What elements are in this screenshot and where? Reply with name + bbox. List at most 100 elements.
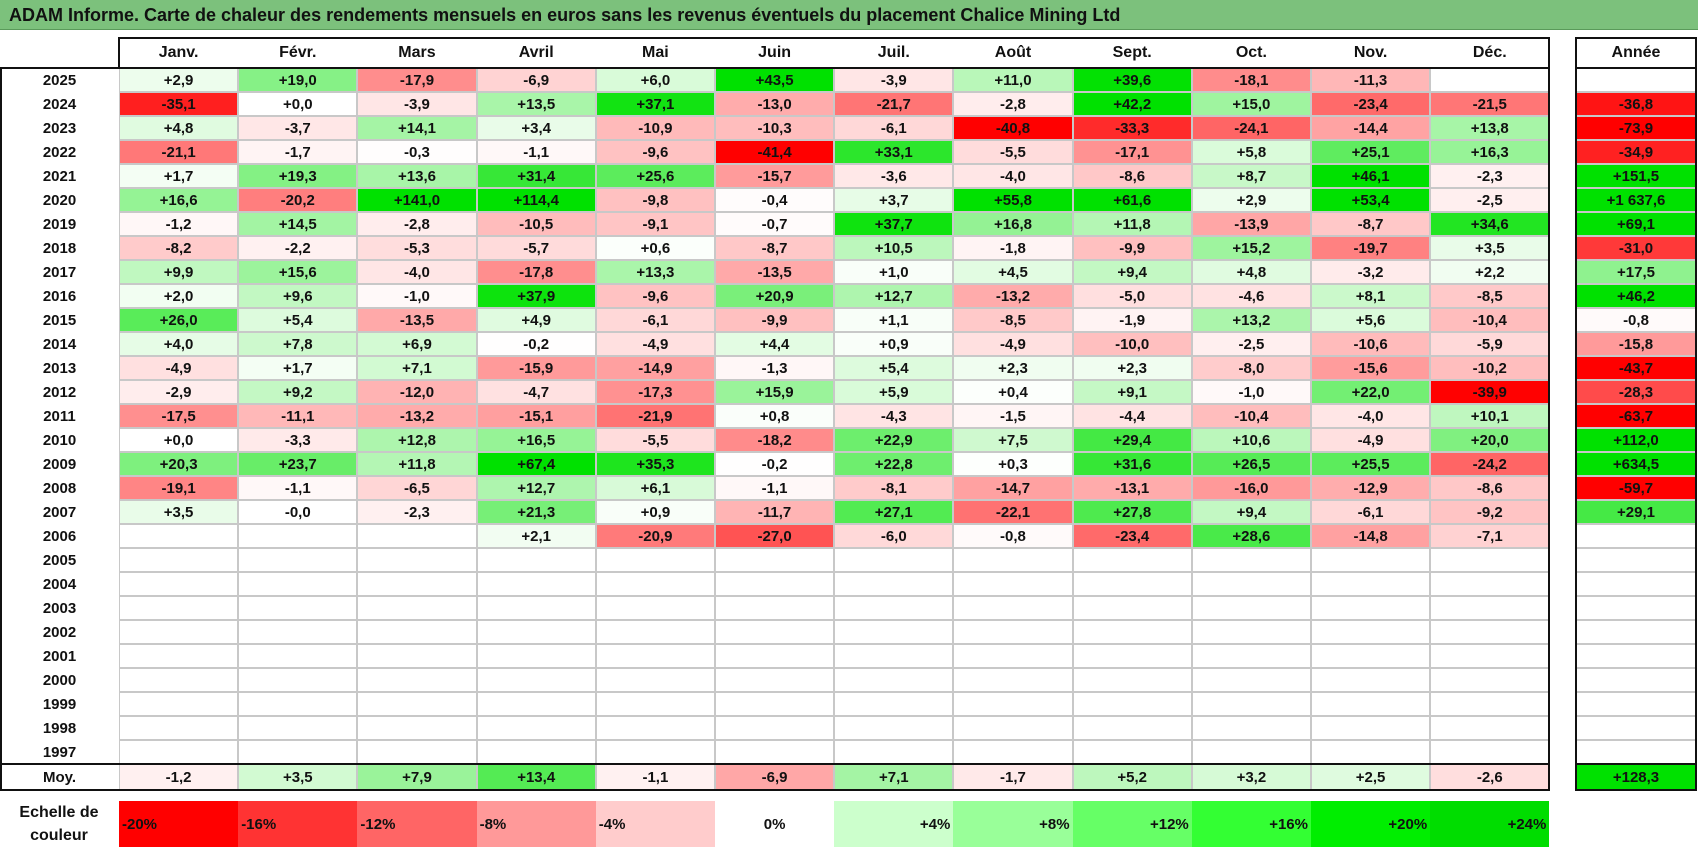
heat-cell: -8,6: [1430, 476, 1550, 500]
heat-cell: +20,0: [1430, 428, 1550, 452]
heat-cell: +2,3: [1072, 356, 1192, 380]
heat-cell: -5,3: [357, 236, 477, 260]
heat-cell: [357, 596, 477, 620]
heat-cell: -41,4: [715, 140, 835, 164]
heat-cell: [953, 740, 1073, 764]
heat-cell: +7,1: [357, 356, 477, 380]
heat-cell: +10,5: [834, 236, 954, 260]
heat-cell: -17,5: [119, 404, 239, 428]
heat-cell: -5,7: [476, 236, 596, 260]
heat-cell: -6,9: [476, 68, 596, 92]
heat-cell: -15,6: [1311, 356, 1431, 380]
heat-cell: -6,5: [357, 476, 477, 500]
year-label: 2010: [42, 431, 77, 449]
heat-cell: [476, 716, 596, 740]
heat-cell: [1072, 644, 1192, 668]
heat-cell: +15,0: [1191, 92, 1311, 116]
heat-cell: +2,9: [1191, 188, 1311, 212]
heat-cell: [834, 548, 954, 572]
heat-cell: [595, 716, 715, 740]
year-label: 2005: [42, 551, 77, 569]
heat-cell: -11,7: [715, 500, 835, 524]
scale-label: Echelle de couleur: [19, 804, 99, 844]
heat-cell: -3,9: [357, 92, 477, 116]
heat-cell: -1,7: [238, 140, 358, 164]
year-label: 2015: [42, 311, 77, 329]
heat-cell: [834, 572, 954, 596]
heat-cell: -24,2: [1430, 452, 1550, 476]
heat-cell: -13,5: [357, 308, 477, 332]
annual-cell: [1576, 620, 1696, 644]
heat-cell: -5,5: [595, 428, 715, 452]
heat-cell: [1430, 716, 1550, 740]
heat-cell: -4,9: [595, 332, 715, 356]
annual-cell: -28,3: [1576, 380, 1696, 404]
year-label: 2025: [42, 71, 77, 89]
heat-cell: +0,3: [953, 452, 1073, 476]
heat-cell: [595, 740, 715, 764]
heat-cell: [595, 692, 715, 716]
annual-cell: -59,7: [1576, 476, 1696, 500]
average-cell: +3,5: [238, 764, 358, 790]
heat-cell: [119, 548, 239, 572]
heat-cell: [119, 716, 239, 740]
heat-cell: [1311, 716, 1431, 740]
heat-cell: -3,9: [834, 68, 954, 92]
heat-cell: [715, 692, 835, 716]
heat-cell: [595, 596, 715, 620]
average-label: Moy.: [42, 768, 77, 786]
heat-cell: +15,6: [238, 260, 358, 284]
heat-cell: [1072, 716, 1192, 740]
heat-cell: +4,8: [1191, 260, 1311, 284]
heat-cell: -24,1: [1191, 116, 1311, 140]
heat-cell: [1191, 548, 1311, 572]
month-header: Août: [994, 44, 1032, 61]
average-cell: +7,9: [357, 764, 477, 790]
heat-cell: +42,2: [1072, 92, 1192, 116]
heat-cell: [119, 692, 239, 716]
heat-cell: +3,5: [1430, 236, 1550, 260]
heat-cell: [238, 596, 358, 620]
heat-cell: +7,8: [238, 332, 358, 356]
heat-cell: [357, 524, 477, 548]
heat-cell: +0,8: [715, 404, 835, 428]
year-label: 2020: [42, 191, 77, 209]
heat-cell: +15,2: [1191, 236, 1311, 260]
heat-cell: +2,0: [119, 284, 239, 308]
heat-cell: +4,8: [119, 116, 239, 140]
heat-cell: [834, 692, 954, 716]
average-cell: -6,9: [715, 764, 835, 790]
heat-cell: +5,6: [1311, 308, 1431, 332]
heat-cell: -4,9: [953, 332, 1073, 356]
heat-cell: +10,6: [1191, 428, 1311, 452]
heat-cell: [357, 620, 477, 644]
heat-cell: +23,7: [238, 452, 358, 476]
heat-cell: [1430, 692, 1550, 716]
heat-cell: -4,0: [1311, 404, 1431, 428]
heat-cell: [357, 644, 477, 668]
heat-cell: +9,4: [1191, 500, 1311, 524]
heat-cell: +2,9: [119, 68, 239, 92]
heat-cell: +13,2: [1191, 308, 1311, 332]
heat-cell: -4,9: [119, 356, 239, 380]
heat-cell: [357, 548, 477, 572]
heat-cell: -14,8: [1311, 524, 1431, 548]
heat-cell: -8,7: [1311, 212, 1431, 236]
heat-cell: -9,6: [595, 284, 715, 308]
heat-cell: [1430, 668, 1550, 692]
average-cell: +13,4: [476, 764, 596, 790]
heat-cell: -14,9: [595, 356, 715, 380]
heat-cell: [238, 692, 358, 716]
heat-cell: +25,1: [1311, 140, 1431, 164]
annual-cell: [1576, 668, 1696, 692]
annual-cell: -63,7: [1576, 404, 1696, 428]
heat-cell: [1191, 620, 1311, 644]
heat-cell: -16,0: [1191, 476, 1311, 500]
annual-cell: [1576, 716, 1696, 740]
heat-cell: -10,9: [595, 116, 715, 140]
heat-cell: -23,4: [1072, 524, 1192, 548]
heat-cell: -5,5: [953, 140, 1073, 164]
heat-cell: -4,9: [1311, 428, 1431, 452]
heat-cell: [715, 644, 835, 668]
